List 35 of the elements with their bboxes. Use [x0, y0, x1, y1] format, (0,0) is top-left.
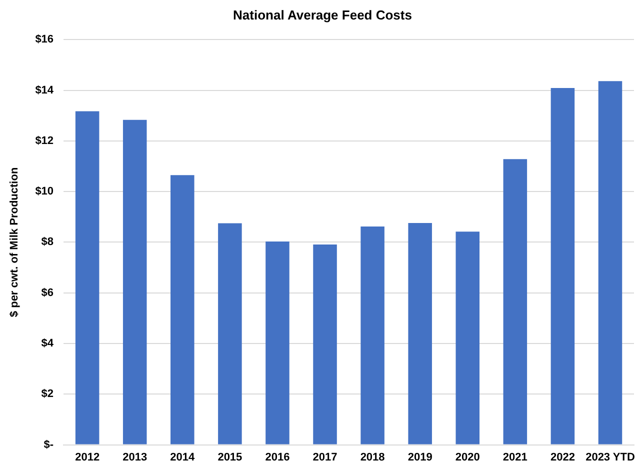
bar	[170, 175, 194, 444]
x-tick-label: 2022	[550, 451, 575, 464]
y-tick-label: $4	[41, 338, 54, 350]
y-tick-label: $-	[44, 438, 54, 451]
bar	[456, 232, 480, 444]
y-tick-label: $12	[35, 134, 54, 147]
x-tick-label: 2014	[170, 451, 196, 464]
x-tick-label: 2015	[218, 451, 242, 464]
bar	[313, 244, 337, 444]
y-axis-title: $ per cwt. of Milk Production	[8, 167, 21, 318]
bar	[360, 226, 384, 444]
bar	[122, 120, 147, 444]
bar	[503, 159, 528, 444]
x-tick-label: 2013	[122, 451, 148, 464]
x-tick-label: 2017	[312, 451, 338, 464]
bar	[598, 81, 622, 444]
chart-title: National Average Feed Costs	[233, 7, 412, 22]
x-tick-label: 2012	[75, 451, 100, 464]
x-tick-label: 2016	[265, 451, 290, 464]
x-tick-label: 2019	[408, 451, 432, 464]
bar	[550, 88, 575, 444]
y-tick-label: $14	[35, 84, 54, 96]
y-tick-label: $10	[35, 186, 54, 198]
bar	[266, 241, 290, 444]
bar	[408, 222, 432, 444]
y-tick-label: $8	[41, 236, 54, 248]
x-tick-label: 2018	[360, 451, 385, 464]
x-tick-label: 2021	[502, 451, 528, 464]
x-tick-label: 2020	[455, 451, 480, 464]
bar	[218, 223, 242, 444]
x-tick-label: 2023 YTD	[586, 451, 635, 464]
bar	[75, 111, 100, 444]
y-tick-label: $2	[41, 388, 54, 400]
y-tick-label: $6	[41, 286, 54, 299]
y-tick-label: $16	[35, 34, 54, 46]
